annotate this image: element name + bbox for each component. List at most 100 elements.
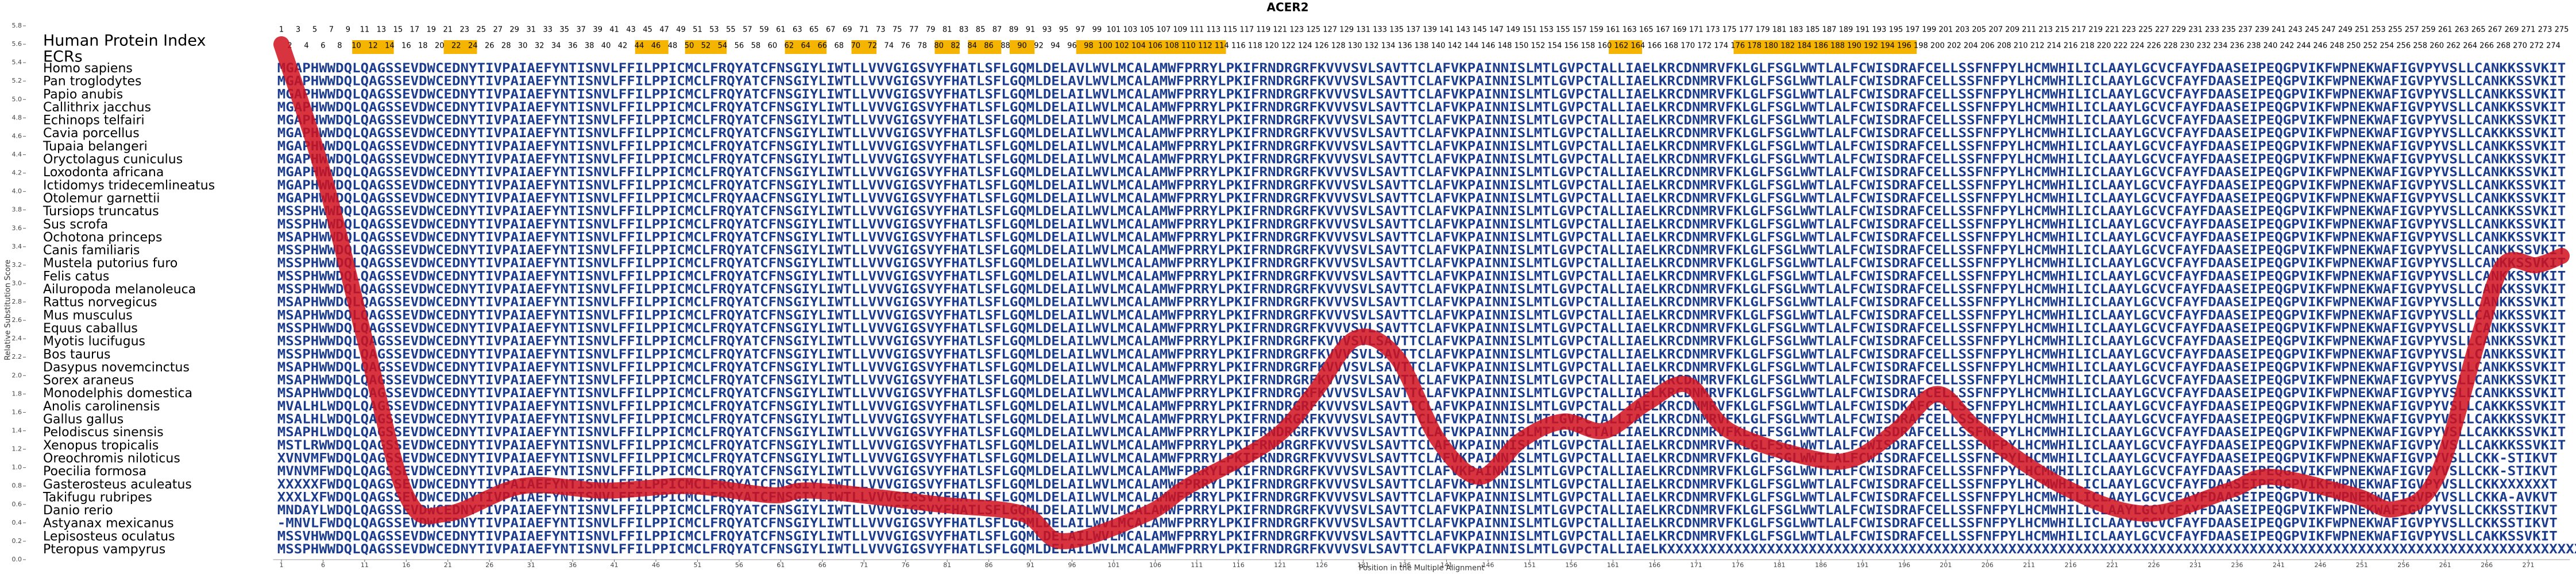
column-number: 253 — [2372, 26, 2386, 34]
sequence: MGAPHWWDQLQAGSSEVDWCEDNYTIVPAIAEFYNTISNV… — [277, 126, 2566, 141]
x-tick-label: 11 — [361, 561, 369, 569]
column-number: 248 — [2330, 42, 2344, 51]
column-number: 112 — [1198, 42, 1212, 51]
column-number: 238 — [2246, 42, 2261, 51]
column-number: 39 — [593, 26, 603, 34]
x-axis-label: Position in the Multiple Alignment — [1359, 564, 1485, 573]
column-number: 265 — [2471, 26, 2486, 34]
x-tick-label: 76 — [902, 561, 910, 569]
y-tick-label: 1.6 — [12, 408, 22, 416]
y-tick-label: 2.8 — [12, 298, 22, 305]
column-number: 226 — [2147, 42, 2161, 51]
species-name: Anolis carolinensis — [43, 400, 160, 414]
column-number: 203 — [1955, 26, 1969, 34]
column-number: 183 — [1789, 26, 1803, 34]
column-number: 40 — [601, 42, 611, 51]
column-number: 140 — [1431, 42, 1446, 51]
column-number: 167 — [1656, 26, 1670, 34]
column-number: 11 — [360, 26, 370, 34]
ecr-region — [1009, 40, 1035, 54]
column-number: 59 — [759, 26, 769, 34]
species-name: Ailuropoda melanoleuca — [43, 282, 196, 297]
x-tick-label: 176 — [1732, 561, 1744, 569]
x-tick-label: 96 — [1068, 561, 1076, 569]
column-number: 85 — [976, 26, 986, 34]
y-tick-label: 0.0 — [12, 556, 22, 563]
sequence: MGAPHWWDQLQAGSSEVDWCEDNYTIVPAIAEFYNTISNV… — [277, 153, 2566, 167]
y-tick-label: 5.6 — [12, 40, 22, 48]
species-name: Danio rerio — [43, 503, 113, 518]
column-number: 17 — [410, 26, 420, 34]
column-number: 256 — [2396, 42, 2411, 51]
species-name: Mus musculus — [43, 308, 133, 323]
species-name: Astyanax mexicanus — [43, 517, 174, 531]
column-number: 55 — [726, 26, 736, 34]
chart-title: ACER2 — [1266, 1, 1308, 14]
column-number: 182 — [1781, 42, 1795, 51]
column-number: 228 — [2164, 42, 2178, 51]
column-number: 16 — [401, 42, 411, 51]
species-name: Tursiops truncatus — [43, 204, 159, 219]
column-number: 168 — [1664, 42, 1678, 51]
column-number: 262 — [2446, 42, 2461, 51]
column-number: 184 — [1797, 42, 1812, 51]
column-number: 89 — [1009, 26, 1019, 34]
x-tick-label: 26 — [485, 561, 493, 569]
y-tick-label: 2.0 — [12, 371, 22, 379]
column-number: 54 — [718, 42, 728, 51]
x-tick-label: 226 — [2148, 561, 2160, 569]
column-number: 60 — [768, 42, 778, 51]
sequence: MSSPHWWDQLQAGSSEVDWCEDNYTIVPAIAEFYNTISNV… — [277, 218, 2566, 232]
column-number: 169 — [1673, 26, 1687, 34]
sequence: MGAPHWWDQLQAGSSEVDWCEDNYTIVPAIAEFYNTISNV… — [277, 100, 2566, 115]
column-number: 123 — [1289, 26, 1304, 34]
sequence: MSAPHLWDQLQAGSSEVDWCEDNYTIVPAIAEFYNTISNV… — [277, 425, 2566, 440]
y-tick-label: 5.2 — [12, 77, 22, 84]
column-number: 46 — [651, 42, 661, 51]
column-number: 202 — [1947, 42, 1961, 51]
column-number: 242 — [2280, 42, 2294, 51]
y-tick-label: 1.2 — [12, 445, 22, 453]
column-number: 150 — [1514, 42, 1528, 51]
x-tick-label: 246 — [2314, 561, 2326, 569]
column-number: 147 — [1489, 26, 1504, 34]
y-tick-label: 4.8 — [12, 114, 22, 121]
y-tick-label: 3.0 — [12, 280, 22, 287]
column-number: 36 — [568, 42, 578, 51]
column-number: 227 — [2155, 26, 2169, 34]
column-number: 158 — [1581, 42, 1595, 51]
species-name: Pelodiscus sinensis — [43, 425, 164, 440]
column-number: 22 — [451, 42, 461, 51]
sequence: XVNVMFWDQLQAGSSEVDWCEDNYTIVPAIAEFYNTISNV… — [277, 451, 2558, 466]
column-number: 219 — [2088, 26, 2103, 34]
column-number: 179 — [1756, 26, 1770, 34]
species-name: Otolemur garnettii — [43, 191, 160, 205]
species-name: Equus caballus — [43, 321, 138, 336]
column-number: 148 — [1497, 42, 1512, 51]
column-number: 180 — [1764, 42, 1778, 51]
column-number: 61 — [776, 26, 786, 34]
column-number: 151 — [1523, 26, 1537, 34]
column-number: 267 — [2488, 26, 2502, 34]
ecr-region — [968, 40, 1002, 54]
column-number: 116 — [1231, 42, 1246, 51]
column-number: 14 — [385, 42, 395, 51]
y-tick-label: 1.0 — [12, 464, 22, 471]
column-number: 163 — [1623, 26, 1637, 34]
x-tick-label: 146 — [1482, 561, 1494, 569]
column-number: 74 — [884, 42, 894, 51]
column-number: 124 — [1298, 42, 1312, 51]
column-number: 153 — [1539, 26, 1554, 34]
column-number: 97 — [1076, 26, 1086, 34]
column-number: 136 — [1398, 42, 1412, 51]
species-name: Oreochromis niloticus — [43, 451, 180, 466]
species-name: Lepisosteus oculatus — [43, 529, 175, 544]
column-number: 110 — [1181, 42, 1196, 51]
column-number: 259 — [2421, 26, 2436, 34]
column-number: 109 — [1173, 26, 1187, 34]
column-number: 83 — [959, 26, 969, 34]
species-name: Loxodonta africana — [43, 165, 164, 180]
column-number: 216 — [2064, 42, 2078, 51]
column-number: 240 — [2263, 42, 2277, 51]
column-number: 113 — [1206, 26, 1221, 34]
